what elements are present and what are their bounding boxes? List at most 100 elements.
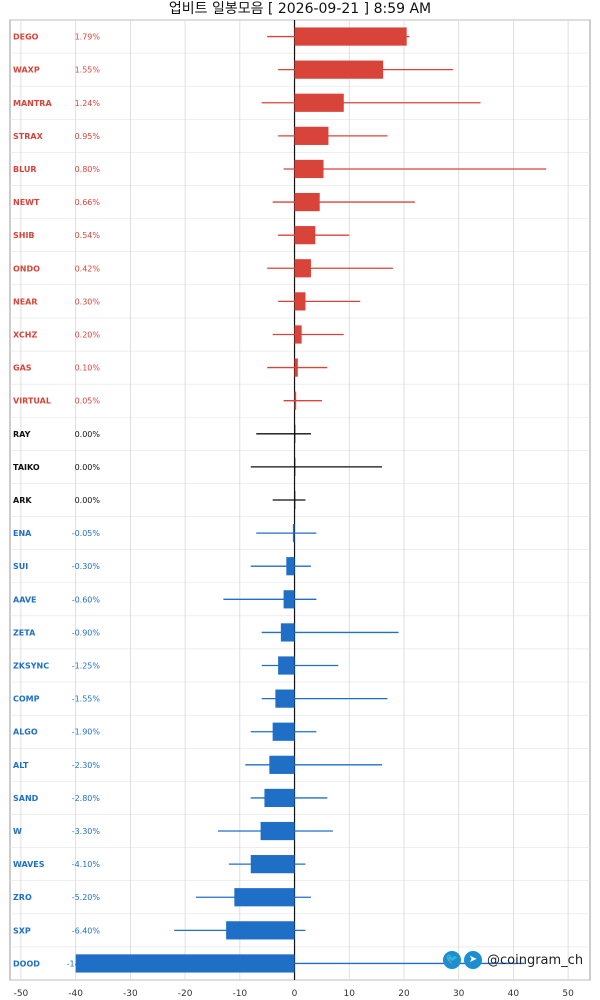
row-label: XCHZ xyxy=(13,330,37,339)
row-pct-label: -0.30% xyxy=(72,562,101,571)
x-tick-label: -30 xyxy=(123,989,138,999)
row-label: ZKSYNC xyxy=(13,662,49,671)
row-label: COMP xyxy=(13,695,40,704)
row-pct-label: 0.95% xyxy=(75,132,101,141)
row-label: BLUR xyxy=(13,165,37,174)
row-label: ZRO xyxy=(13,893,32,902)
value-bar xyxy=(283,590,295,609)
row-pct-label: 0.00% xyxy=(75,496,101,505)
row-pct-label: 0.00% xyxy=(75,430,101,439)
value-bar xyxy=(294,60,384,79)
row-pct-label: 0.30% xyxy=(75,297,101,306)
value-bar xyxy=(294,93,344,112)
row-label: SHIB xyxy=(13,231,35,240)
row-label: MANTRA xyxy=(13,99,52,108)
row-label: ALGO xyxy=(13,728,38,737)
x-tick-label: 20 xyxy=(398,989,410,999)
row-pct-label: 0.20% xyxy=(75,330,101,339)
x-tick-label: -50 xyxy=(14,989,29,999)
row-pct-label: -0.60% xyxy=(72,595,101,604)
value-bar xyxy=(294,27,407,46)
row-pct-label: 1.79% xyxy=(75,33,101,42)
row-pct-label: 0.80% xyxy=(75,165,101,174)
telegram-plane-icon[interactable]: ➤ xyxy=(464,951,482,969)
value-bar xyxy=(275,689,295,708)
value-bar xyxy=(294,391,297,410)
row-label: WAVES xyxy=(13,860,45,869)
row-pct-label: -1.25% xyxy=(72,662,101,671)
value-bar xyxy=(260,821,295,841)
value-bar xyxy=(226,921,295,940)
row-pct-label: 0.42% xyxy=(75,264,101,273)
row-label: WAXP xyxy=(13,66,40,75)
value-bar xyxy=(264,788,295,808)
row-label: DEGO xyxy=(13,33,39,42)
row-pct-label: 0.66% xyxy=(75,198,101,207)
row-label: ONDO xyxy=(13,264,40,273)
row-label: STRAX xyxy=(13,132,44,141)
x-tick-label: -20 xyxy=(178,989,193,999)
row-pct-label: -14.97% xyxy=(67,959,101,968)
row-pct-label: -2.80% xyxy=(72,794,101,803)
row-label: TAIKO xyxy=(13,463,40,472)
row-label: SXP xyxy=(13,926,31,935)
x-tick-label: 10 xyxy=(344,989,356,999)
row-label: SUI xyxy=(13,562,28,571)
branding-handle[interactable]: 🐦 ➤ @coingram_ch xyxy=(443,950,583,970)
x-tick-label: 50 xyxy=(562,989,574,999)
chart-title: 업비트 일봉모음 [ 2026-09-21 ] 8:59 AM xyxy=(168,1,432,17)
value-bar xyxy=(294,292,306,311)
value-bar xyxy=(75,954,295,973)
row-pct-label: 0.00% xyxy=(75,463,101,472)
value-bar xyxy=(280,623,295,642)
row-label: AAVE xyxy=(13,595,37,604)
row-pct-label: -3.30% xyxy=(72,827,101,836)
x-tick-label: 40 xyxy=(508,989,520,999)
row-label: ZETA xyxy=(13,628,36,637)
row-label: NEWT xyxy=(13,198,40,207)
x-tick-label: 30 xyxy=(453,989,465,999)
row-label: RAY xyxy=(13,430,31,439)
row-pct-label: -0.05% xyxy=(72,529,101,538)
value-bar xyxy=(286,557,295,576)
row-pct-label: -1.55% xyxy=(72,695,101,704)
value-bar xyxy=(234,888,295,907)
value-bar xyxy=(294,457,296,476)
value-bar xyxy=(292,524,295,543)
handle-text: @coingram_ch xyxy=(487,952,584,968)
row-label: DOOD xyxy=(13,959,40,968)
row-label: GAS xyxy=(13,364,32,373)
x-tick-label: 0 xyxy=(292,989,298,999)
value-bar xyxy=(294,424,296,443)
row-pct-label: 1.55% xyxy=(75,66,101,75)
value-bar xyxy=(294,325,302,344)
row-pct-label: 0.10% xyxy=(75,364,101,373)
value-bar xyxy=(294,192,320,212)
row-label: NEAR xyxy=(13,297,38,306)
value-bar xyxy=(250,855,295,874)
row-pct-label: 1.24% xyxy=(75,99,101,108)
row-pct-label: -2.30% xyxy=(72,761,101,770)
value-bar xyxy=(294,490,296,510)
value-bar xyxy=(278,656,295,675)
x-tick-label: -10 xyxy=(232,989,247,999)
value-bar xyxy=(294,259,311,278)
value-bar xyxy=(294,358,298,377)
row-label: VIRTUAL xyxy=(13,397,51,406)
value-bar xyxy=(272,722,295,741)
row-pct-label: 0.54% xyxy=(75,231,101,240)
row-label: ALT xyxy=(13,761,29,770)
row-label: W xyxy=(13,827,22,836)
row-pct-label: -5.20% xyxy=(72,893,101,902)
row-pct-label: -4.10% xyxy=(72,860,101,869)
row-pct-label: 0.05% xyxy=(75,397,101,406)
row-pct-label: -1.90% xyxy=(72,728,101,737)
value-bar xyxy=(294,226,316,245)
value-bar xyxy=(294,126,329,145)
row-pct-label: -6.40% xyxy=(72,926,101,935)
x-tick-label: -40 xyxy=(68,989,83,999)
twitter-bird-icon[interactable]: 🐦 xyxy=(443,951,461,969)
row-label: ENA xyxy=(13,529,32,538)
value-bar xyxy=(294,159,324,179)
